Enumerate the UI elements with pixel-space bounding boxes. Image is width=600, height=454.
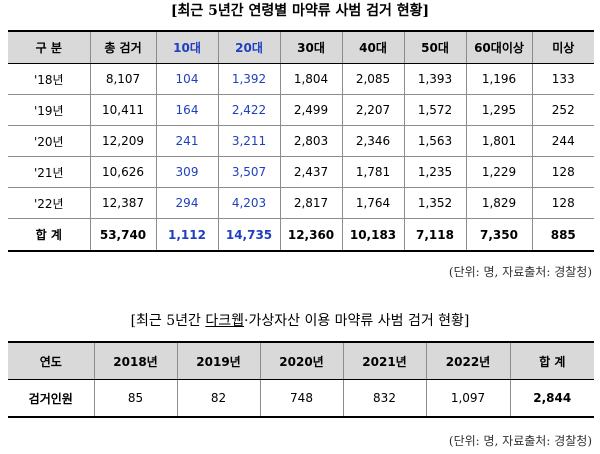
total-all: 53,740 [89,218,157,252]
row-thirties: 2,437 [279,156,343,188]
total-fifties: 7,118 [403,218,467,252]
table-row: '22년 12,387 294 4,203 2,817 1,764 1,352 … [8,187,594,219]
row-teens: 164 [155,94,219,126]
header-unknown: 미상 [531,30,594,64]
row-sixties-plus: 1,196 [465,63,533,95]
table2-title-prefix: [최근 5년간 [130,313,206,329]
row-twenties: 3,211 [217,125,281,157]
table2-title-underlined: 다크웹 [205,313,245,329]
row-unknown: 133 [531,63,594,95]
row-unknown: 128 [531,187,594,219]
row-fifties: 1,563 [403,125,467,157]
table2-source-note: (단위: 명, 자료출처: 경찰청) [448,434,592,448]
row-twenties: 4,203 [217,187,281,219]
table1-title: [최근 5년간 연령별 마약류 사범 검거 현황] [170,3,430,19]
total-twenties: 14,735 [217,218,281,252]
row-forties: 2,346 [341,125,405,157]
row-unknown: 252 [531,94,594,126]
table-row: 검거인원 85 82 748 832 1,097 2,844 [8,379,594,418]
row-thirties: 2,499 [279,94,343,126]
row-teens: 104 [155,63,219,95]
header-thirties: 30대 [279,30,343,64]
total-sixties-plus: 7,350 [465,218,533,252]
table-row: '18년 8,107 104 1,392 1,804 2,085 1,393 1… [8,63,594,95]
row-total: 12,387 [89,187,157,219]
darkweb-arrest-table: 연도 2018년 2019년 2020년 2021년 2022년 합 계 검거인… [8,341,594,418]
header-2019: 2019년 [176,341,261,380]
row-teens: 294 [155,187,219,219]
header-2020: 2020년 [259,341,344,380]
row-year: '18년 [8,63,91,95]
total-forties: 10,183 [341,218,405,252]
value-2019: 82 [176,379,261,418]
total-unknown: 885 [531,218,594,252]
row-total: 12,209 [89,125,157,157]
row-forties: 1,781 [341,156,405,188]
row-teens: 309 [155,156,219,188]
table-row: '20년 12,209 241 3,211 2,803 2,346 1,563 … [8,125,594,157]
row-forties: 2,207 [341,94,405,126]
row-forties: 2,085 [341,63,405,95]
row-year: '20년 [8,125,91,157]
row-unknown: 128 [531,156,594,188]
value-sum: 2,844 [509,379,594,418]
age-arrest-table: 구 분 총 검거 10대 20대 30대 40대 50대 60대이상 미상 '1… [8,30,594,252]
row-fifties: 1,235 [403,156,467,188]
row-teens: 241 [155,125,219,157]
table1-source-note: (단위: 명, 자료출처: 경찰청) [448,265,592,279]
table2-title: [최근 5년간 다크웹·가상자산 이용 마약류 사범 검거 현황] [0,310,600,330]
table1-header-row: 구 분 총 검거 10대 20대 30대 40대 50대 60대이상 미상 [8,30,594,64]
row-sixties-plus: 1,801 [465,125,533,157]
row-total: 10,411 [89,94,157,126]
header-year: 연도 [8,341,95,380]
row-sixties-plus: 1,295 [465,94,533,126]
value-2022: 1,097 [425,379,511,418]
row-sixties-plus: 1,829 [465,187,533,219]
row-fifties: 1,572 [403,94,467,126]
row-unknown: 244 [531,125,594,157]
header-fifties: 50대 [403,30,467,64]
header-total: 총 검거 [89,30,157,64]
row-thirties: 2,817 [279,187,343,219]
row-label: 검거인원 [8,379,95,418]
header-forties: 40대 [341,30,405,64]
row-thirties: 2,803 [279,125,343,157]
header-2018: 2018년 [93,341,178,380]
row-total: 8,107 [89,63,157,95]
row-thirties: 1,804 [279,63,343,95]
table2-title-suffix: ·가상자산 이용 마약류 사범 검거 현황] [244,313,470,329]
table-row: '21년 10,626 309 3,507 2,437 1,781 1,235 … [8,156,594,188]
row-fifties: 1,393 [403,63,467,95]
table-row: '19년 10,411 164 2,422 2,499 2,207 1,572 … [8,94,594,126]
header-sixties-plus: 60대이상 [465,30,533,64]
total-label: 합 계 [8,218,91,252]
total-teens: 1,112 [155,218,219,252]
row-twenties: 1,392 [217,63,281,95]
header-sum: 합 계 [509,341,594,380]
value-2021: 832 [342,379,427,418]
row-year: '19년 [8,94,91,126]
header-teens: 10대 [155,30,219,64]
row-sixties-plus: 1,229 [465,156,533,188]
value-2020: 748 [259,379,344,418]
row-twenties: 2,422 [217,94,281,126]
row-twenties: 3,507 [217,156,281,188]
row-total: 10,626 [89,156,157,188]
row-year: '21년 [8,156,91,188]
value-2018: 85 [93,379,178,418]
table2-header-row: 연도 2018년 2019년 2020년 2021년 2022년 합 계 [8,341,594,380]
row-fifties: 1,352 [403,187,467,219]
header-twenties: 20대 [217,30,281,64]
total-thirties: 12,360 [279,218,343,252]
row-forties: 1,764 [341,187,405,219]
table1-total-row: 합 계 53,740 1,112 14,735 12,360 10,183 7,… [8,218,594,252]
header-2021: 2021년 [342,341,427,380]
row-year: '22년 [8,187,91,219]
header-2022: 2022년 [425,341,511,380]
header-category: 구 분 [8,30,91,64]
